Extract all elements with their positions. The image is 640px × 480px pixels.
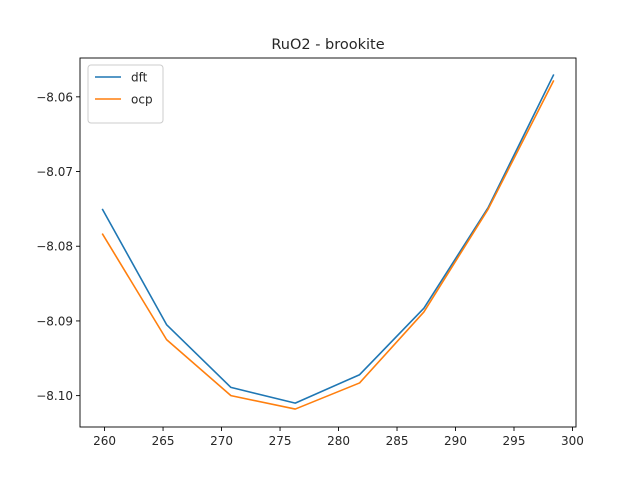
x-tick-label: 295 — [503, 434, 526, 448]
x-tick-label: 280 — [327, 434, 350, 448]
x-tick-label: 270 — [210, 434, 233, 448]
x-axis: 260 265 270 275 280 285 290 295 300 — [93, 427, 584, 448]
x-tick-label: 275 — [269, 434, 292, 448]
plot-frame — [79, 57, 577, 428]
plot-area — [79, 57, 577, 428]
x-tick-label: 260 — [93, 434, 116, 448]
y-tick-label: −8.10 — [36, 389, 73, 403]
legend: dft ocp — [87, 64, 164, 124]
y-axis: −8.10 −8.09 −8.08 −8.07 −8.06 — [36, 90, 80, 403]
x-tick-label: 285 — [386, 434, 409, 448]
series-layer — [101, 74, 555, 410]
y-tick-label: −8.06 — [36, 90, 73, 104]
x-tick-label: 290 — [444, 434, 467, 448]
series-line-dft — [101, 74, 555, 404]
series-line-ocp — [101, 80, 555, 410]
legend-label-ocp: ocp — [131, 93, 153, 107]
y-tick-label: −8.08 — [36, 240, 73, 254]
x-tick-label: 300 — [561, 434, 584, 448]
x-tick-label: 265 — [152, 434, 175, 448]
chart-title: RuO2 - brookite — [271, 37, 384, 53]
y-tick-label: −8.09 — [36, 314, 73, 328]
legend-box — [87, 64, 164, 124]
legend-label-dft: dft — [131, 71, 148, 85]
y-tick-label: −8.07 — [36, 165, 73, 179]
